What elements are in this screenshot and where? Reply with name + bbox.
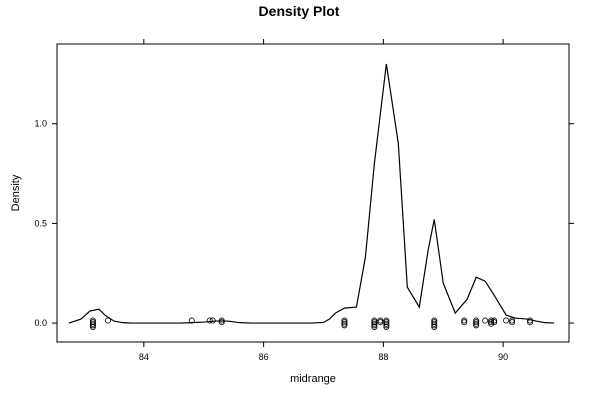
rug-point [461, 319, 468, 326]
axis-ticks [52, 39, 574, 347]
rug-point [383, 317, 390, 324]
rug-point [89, 319, 96, 326]
rug-point [371, 320, 378, 327]
rug-point [383, 322, 390, 329]
rug-point [371, 323, 378, 330]
rug-point [431, 320, 438, 327]
rug-point [482, 317, 489, 324]
density-line [68, 63, 555, 324]
y-tick-label: 1.0 [34, 119, 47, 129]
rug-point [431, 317, 438, 324]
rug-point [491, 317, 498, 324]
rug-point [473, 320, 480, 327]
x-tick-label: 86 [259, 352, 269, 362]
rug-point [206, 317, 213, 324]
rug-point [371, 322, 378, 329]
rug-point [377, 317, 384, 324]
rug-point [473, 319, 480, 326]
rug-points [89, 317, 534, 330]
rug-point [383, 320, 390, 327]
tick-labels: 84 86 88 90 0.0 0.5 1.0 [34, 119, 508, 362]
rug-point [473, 317, 480, 324]
x-tick-label: 84 [139, 352, 149, 362]
rug-point [461, 317, 468, 324]
rug-point [104, 317, 111, 324]
rug-point [383, 323, 390, 330]
plot-frame [56, 43, 570, 343]
rug-point [89, 322, 96, 329]
rug-point [503, 317, 510, 324]
rug-point [488, 317, 495, 324]
x-tick-label: 90 [498, 352, 508, 362]
rug-point [431, 322, 438, 329]
rug-point [488, 320, 495, 327]
rug-point [218, 317, 225, 324]
x-axis-label: midrange [290, 373, 336, 385]
chart-title: Density Plot [259, 3, 340, 19]
y-tick-label: 0.0 [34, 318, 47, 328]
rug-point [491, 319, 498, 326]
rug-point [383, 319, 390, 326]
rug-point [509, 319, 516, 326]
rug-point [188, 317, 195, 324]
rug-point [89, 323, 96, 330]
rug-point [209, 317, 216, 324]
x-tick-label: 88 [378, 352, 388, 362]
rug-point [341, 320, 348, 327]
rug-point [377, 319, 384, 326]
y-axis-label: Density [10, 174, 22, 211]
rug-point [527, 317, 534, 324]
rug-point [371, 319, 378, 326]
rug-point [341, 317, 348, 324]
y-tick-label: 0.5 [34, 218, 47, 228]
rug-point [488, 319, 495, 326]
rug-point [431, 319, 438, 326]
rug-point [473, 322, 480, 329]
rug-point [218, 319, 225, 326]
rug-point [89, 317, 96, 324]
rug-point [527, 319, 534, 326]
rug-point [431, 323, 438, 330]
rug-point [371, 317, 378, 324]
rug-point [341, 322, 348, 329]
rug-point [509, 317, 516, 324]
rug-point [341, 319, 348, 326]
rug-point [89, 320, 96, 327]
